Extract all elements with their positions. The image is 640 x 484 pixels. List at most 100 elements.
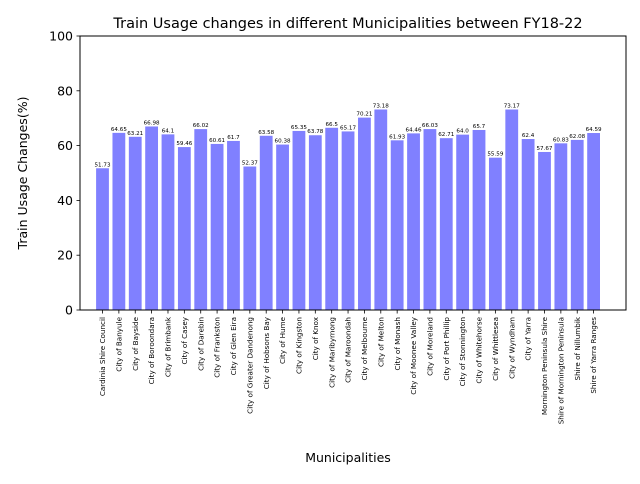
bar bbox=[505, 109, 519, 310]
x-tick-label: City of Maroondah bbox=[344, 317, 353, 383]
bar bbox=[145, 126, 159, 310]
bar-value-label: 62.08 bbox=[569, 134, 585, 140]
bar-value-label: 73.17 bbox=[504, 104, 520, 110]
bar bbox=[439, 138, 453, 310]
bar-value-label: 70.21 bbox=[356, 112, 372, 118]
x-tick-label: City of Melton bbox=[376, 317, 385, 367]
bar-value-label: 64.65 bbox=[111, 127, 127, 133]
x-tick-label: City of Stonnington bbox=[458, 317, 467, 386]
bar bbox=[407, 133, 420, 310]
y-axis-label: Train Usage Changes(%) bbox=[15, 97, 30, 251]
x-tick-label: City of Darebin bbox=[196, 317, 205, 371]
bar-value-label: 61.7 bbox=[227, 135, 240, 141]
bar-value-label: 60.38 bbox=[275, 139, 291, 145]
bar bbox=[341, 131, 355, 310]
y-axis: 0 20 40 60 80 100 bbox=[49, 29, 80, 318]
bar-value-label: 73.18 bbox=[373, 103, 389, 109]
x-tick-label: City of Hume bbox=[278, 316, 287, 364]
bar bbox=[227, 140, 240, 310]
bar-value-label: 55.59 bbox=[487, 152, 503, 158]
bar-value-label: 57.67 bbox=[536, 146, 552, 152]
bar-value-label: 63.78 bbox=[307, 129, 323, 135]
chart-title: Train Usage changes in different Municip… bbox=[112, 16, 582, 32]
x-tick-label: City of Bayside bbox=[131, 316, 140, 370]
bar bbox=[472, 129, 486, 310]
bar bbox=[538, 151, 551, 310]
bar bbox=[276, 144, 289, 310]
x-tick-label: City of Monash bbox=[393, 317, 402, 370]
bar bbox=[587, 133, 600, 310]
x-tick-label: City of Knox bbox=[311, 316, 320, 360]
bar-value-label: 60.61 bbox=[209, 138, 225, 144]
bar bbox=[161, 134, 175, 310]
bar bbox=[96, 168, 109, 310]
bar-value-label: 52.37 bbox=[242, 161, 258, 167]
x-tick-label: City of Whittlesea bbox=[491, 317, 500, 381]
x-tick-label: City of Boroondara bbox=[147, 317, 156, 384]
x-tick-label: City of Melbourne bbox=[360, 316, 369, 380]
x-tick-label: City of Port Phillip bbox=[442, 317, 451, 381]
y-tick-label: 80 bbox=[57, 83, 73, 98]
bar bbox=[128, 136, 142, 310]
x-tick-label: Cardinia Shire Council bbox=[98, 317, 107, 396]
bar bbox=[194, 129, 208, 310]
x-tick-label: City of Moonee Valley bbox=[409, 316, 418, 394]
bar bbox=[292, 130, 306, 310]
bar bbox=[423, 129, 437, 310]
bar bbox=[243, 166, 257, 310]
bar bbox=[210, 143, 224, 310]
x-tick-label: City of Whitehorse bbox=[475, 316, 484, 383]
y-tick-label: 0 bbox=[65, 303, 73, 318]
bar-value-label: 64.1 bbox=[162, 128, 175, 134]
bar-value-label: 61.93 bbox=[389, 134, 405, 140]
plot-frame bbox=[79, 35, 627, 311]
bar bbox=[112, 132, 126, 310]
bar-value-label: 65.35 bbox=[291, 125, 307, 131]
bar bbox=[374, 109, 388, 311]
x-axis: Cardinia Shire Council City of Banyule Cit… bbox=[98, 310, 598, 424]
x-tick-label: City of Wyndham bbox=[507, 317, 516, 379]
x-tick-label: Shire of Nillumbik bbox=[573, 316, 582, 380]
bar-value-label: 66.98 bbox=[144, 120, 160, 126]
x-tick-label: City of Casey bbox=[180, 316, 189, 364]
bar bbox=[390, 140, 404, 310]
bar-value-label: 65.17 bbox=[340, 125, 356, 131]
bar-value-label: 66.03 bbox=[422, 123, 438, 129]
bar-value-label: 65.7 bbox=[473, 124, 486, 130]
bar-value-label: 63.21 bbox=[127, 131, 143, 137]
x-tick-label: City of Brimbank bbox=[164, 316, 173, 377]
bar-value-label: 64.59 bbox=[586, 127, 602, 133]
y-tick-label: 40 bbox=[57, 193, 73, 208]
bar-value-label: 64.46 bbox=[406, 127, 422, 133]
x-tick-label: City of Glen Eira bbox=[229, 317, 238, 375]
x-tick-label: City of Maribyrnong bbox=[327, 317, 336, 388]
x-tick-label: Mornington Peninsula Shire bbox=[540, 316, 549, 415]
bar bbox=[570, 139, 584, 310]
bar bbox=[358, 117, 371, 311]
bar bbox=[521, 139, 535, 310]
y-tick-label: 60 bbox=[57, 138, 73, 153]
x-axis-label: Municipalities bbox=[305, 450, 391, 465]
x-tick-label: City of Greater Dandenong bbox=[245, 317, 254, 414]
x-tick-label: City of Yarra bbox=[524, 317, 533, 361]
x-tick-label: City of Moreland bbox=[426, 317, 435, 376]
bar-value-label: 64.0 bbox=[456, 129, 469, 135]
bar bbox=[325, 127, 339, 310]
bar-value-label: 63.58 bbox=[258, 130, 274, 136]
y-tick-label: 20 bbox=[57, 248, 73, 263]
bars-layer bbox=[96, 109, 600, 311]
bar bbox=[456, 134, 470, 310]
bar bbox=[177, 147, 191, 310]
bar bbox=[308, 135, 322, 310]
bar-value-label: 66.5 bbox=[325, 122, 338, 128]
x-tick-label: Shire of Mornington Peninsula bbox=[556, 317, 565, 424]
bar-value-label: 51.73 bbox=[94, 162, 110, 168]
x-tick-label: City of Hobsons Bay bbox=[262, 316, 271, 389]
bar bbox=[259, 135, 273, 310]
bar bbox=[488, 157, 502, 310]
x-tick-label: City of Frankston bbox=[213, 317, 222, 378]
bar bbox=[554, 143, 568, 310]
